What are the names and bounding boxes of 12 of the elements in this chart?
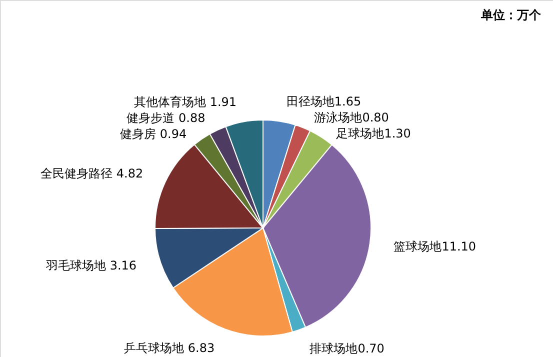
slice-label: 排球场地0.70 xyxy=(310,342,384,356)
slice-label: 健身步道 0.88 xyxy=(126,110,206,125)
slice-label: 田径场地1.65 xyxy=(286,94,362,108)
slice-label: 健身房 0.94 xyxy=(120,126,187,141)
slice-label: 游泳场地0.80 xyxy=(314,110,389,124)
slice-label: 其他体育场地 1.91 xyxy=(134,94,237,109)
slice-label: 篮球场地11.10 xyxy=(394,239,476,254)
slice-label: 足球场地1.30 xyxy=(336,126,411,140)
slice-label: 全民健身路径 4.82 xyxy=(40,166,144,181)
slice-label: 羽毛球场地 3.16 xyxy=(45,258,137,272)
text: 单位：万个 xyxy=(480,8,542,22)
slice-label: 乒乓球场地 6.83 xyxy=(124,341,215,356)
